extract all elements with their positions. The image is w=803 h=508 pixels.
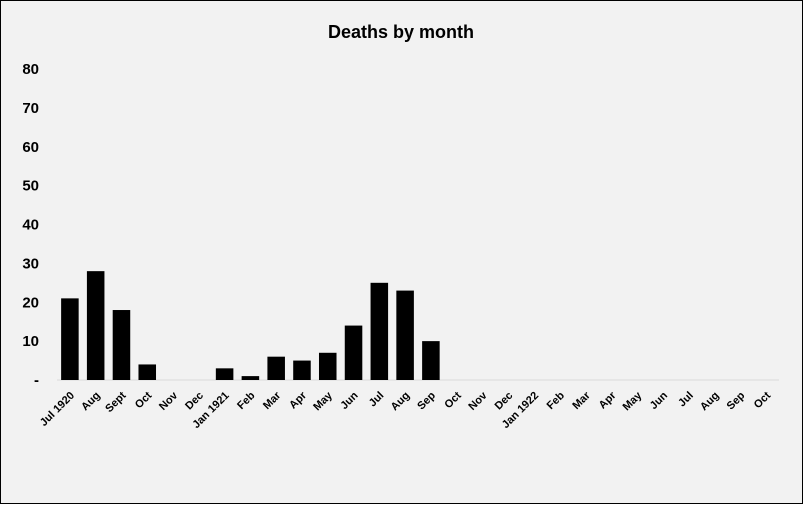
- x-tick-label: Nov: [466, 389, 490, 413]
- x-tick-label: Mar: [261, 389, 284, 412]
- bar-3: [138, 364, 157, 380]
- y-tick-label: 30: [22, 255, 39, 272]
- bars: [61, 271, 440, 380]
- x-tick-label: Aug: [389, 390, 413, 414]
- x-tick-label: Nov: [157, 389, 181, 413]
- x-tick-label: Feb: [545, 389, 568, 412]
- y-tick-label: 10: [22, 333, 39, 350]
- x-tick-label: Sep: [725, 389, 748, 412]
- chart-title: Deaths by month: [328, 22, 474, 42]
- x-tick-label: Aug: [698, 390, 722, 414]
- bar-8: [267, 356, 285, 380]
- x-tick-label: Jun: [648, 389, 671, 412]
- x-tick-label: Aug: [79, 390, 103, 414]
- x-tick-label: Sep: [415, 389, 438, 412]
- bar-9: [293, 360, 311, 380]
- y-tick-label: -: [34, 372, 39, 389]
- x-tick-label: Apr: [597, 389, 619, 411]
- y-tick-label: 20: [22, 294, 39, 311]
- bar-14: [422, 341, 440, 380]
- bar-10: [318, 352, 337, 380]
- x-tick-label: Jul: [367, 390, 387, 410]
- y-tick-label: 80: [22, 61, 39, 78]
- bar-12: [370, 282, 389, 380]
- bar-13: [396, 290, 414, 380]
- bar-11: [344, 325, 363, 380]
- x-tick-label: Feb: [235, 389, 258, 412]
- x-tick-label: May: [621, 389, 645, 413]
- x-tick-label: Jul: [676, 390, 696, 410]
- x-tick-label: Jul 1920: [38, 390, 77, 429]
- x-tick-label: Oct: [442, 389, 464, 411]
- x-tick-label: Oct: [133, 389, 155, 411]
- y-axis-ticks: 80 70 60 50 40 30 20 10 -: [22, 61, 39, 389]
- bar-1: [86, 271, 105, 380]
- x-tick-label: Apr: [287, 389, 309, 411]
- y-tick-label: 60: [22, 139, 39, 156]
- x-tick-label: Oct: [752, 389, 774, 411]
- bar-2: [112, 310, 131, 380]
- bar-6: [215, 368, 234, 380]
- y-tick-label: 40: [22, 217, 39, 234]
- bar-7: [241, 376, 260, 380]
- y-tick-label: 50: [22, 178, 39, 195]
- bar-0: [61, 298, 79, 380]
- y-tick-label: 70: [22, 100, 39, 117]
- x-tick-label: Sept: [103, 389, 129, 415]
- x-tick-label: Jun: [338, 389, 361, 412]
- x-tick-label: Mar: [570, 389, 593, 412]
- x-tick-label: May: [311, 389, 335, 413]
